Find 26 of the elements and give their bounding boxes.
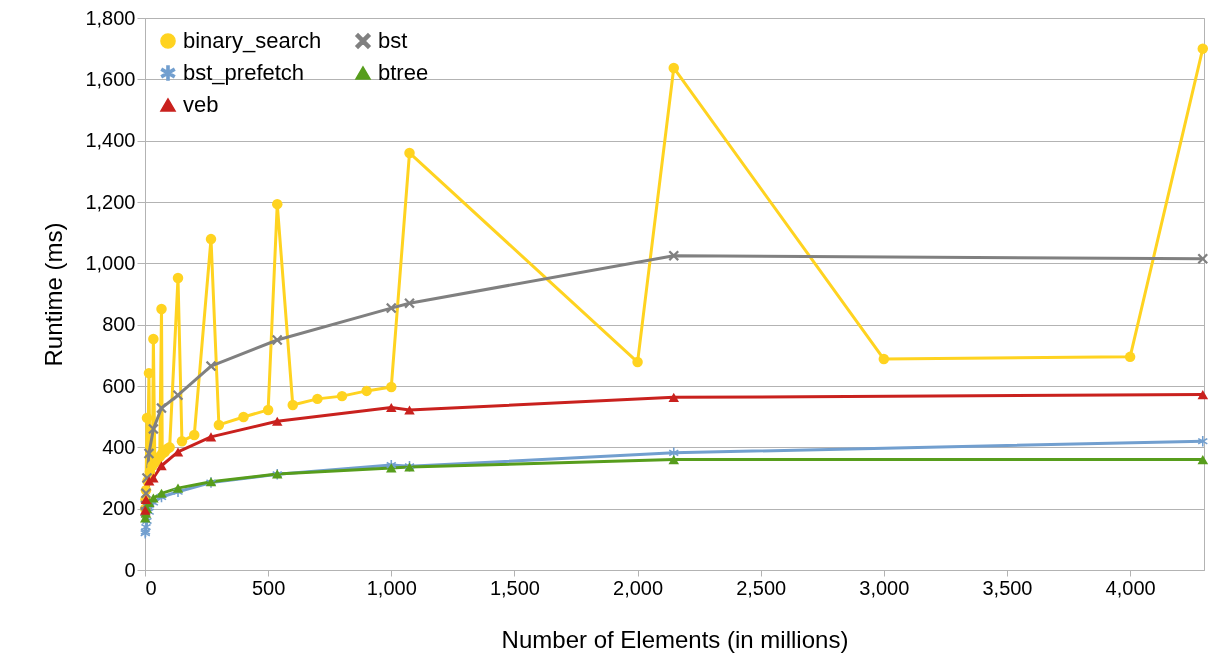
x-tick-label: 4,000 bbox=[1105, 576, 1156, 599]
x-tick-label: 500 bbox=[251, 576, 286, 599]
y-tick-label: 200 bbox=[102, 497, 136, 520]
x-axis-title: Number of Elements (in millions) bbox=[501, 625, 849, 653]
y-tick-label: 0 bbox=[124, 558, 136, 581]
legend-label: binary_search bbox=[183, 28, 322, 53]
x-tick-label: 3,500 bbox=[982, 576, 1033, 599]
x-tick-label: 1,500 bbox=[489, 576, 540, 599]
legend-label: veb bbox=[183, 92, 219, 117]
y-tick-label: 600 bbox=[102, 374, 136, 397]
x-tick-label: 1,000 bbox=[366, 576, 417, 599]
y-tick-label: 1,000 bbox=[85, 251, 136, 274]
y-tick-label: 1,800 bbox=[85, 6, 136, 29]
legend-label: btree bbox=[378, 60, 429, 85]
x-tick-label: 3,000 bbox=[859, 576, 910, 599]
y-tick-label: 1,200 bbox=[85, 190, 136, 213]
y-tick-label: 800 bbox=[102, 313, 136, 336]
y-tick-label: 1,600 bbox=[85, 67, 136, 90]
x-tick-label: 2,500 bbox=[736, 576, 787, 599]
y-axis-title: Runtime (ms) bbox=[40, 222, 68, 367]
x-tick-label: 0 bbox=[145, 576, 157, 599]
x-tick-label: 2,000 bbox=[613, 576, 664, 599]
legend-label: bst bbox=[378, 28, 408, 53]
legend-label: bst_prefetch bbox=[183, 60, 305, 85]
y-tick-label: 1,400 bbox=[85, 129, 136, 152]
y-tick-label: 400 bbox=[102, 435, 136, 458]
